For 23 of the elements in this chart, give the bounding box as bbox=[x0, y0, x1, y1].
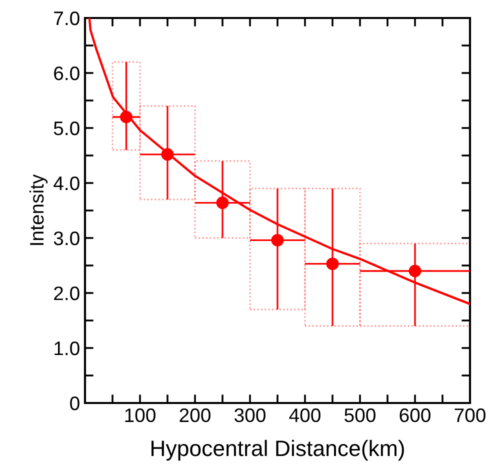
y-axis-title: Intensity bbox=[29, 174, 48, 245]
point bbox=[161, 148, 174, 161]
x-tick-label: 300 bbox=[234, 408, 266, 422]
point bbox=[216, 196, 229, 210]
x-tick-label: 700 bbox=[454, 408, 486, 422]
x-tick-label: 100 bbox=[125, 408, 156, 422]
y-tick-label: 3.0 bbox=[54, 231, 80, 246]
y-tick-label: 5.0 bbox=[54, 121, 80, 136]
point bbox=[408, 264, 422, 278]
x-tick-label: 500 bbox=[344, 408, 376, 422]
x-tick-label: 600 bbox=[400, 408, 430, 422]
y-tick-label: 6.0 bbox=[54, 66, 80, 80]
point bbox=[326, 258, 339, 270]
x-tick-label: 200 bbox=[180, 408, 210, 422]
y-tick-label: 7.0 bbox=[54, 11, 80, 26]
y-tick-label: 2.0 bbox=[54, 286, 80, 300]
y-tick-label: 4.0 bbox=[54, 176, 80, 190]
x-axis-title: Hypocentral Distance(km) bbox=[152, 440, 404, 461]
y-tick-label: 0 bbox=[70, 396, 80, 410]
point bbox=[120, 110, 132, 124]
point bbox=[271, 234, 284, 246]
y-tick-label: 1.0 bbox=[54, 341, 80, 356]
x-tick-label: 400 bbox=[289, 408, 320, 422]
